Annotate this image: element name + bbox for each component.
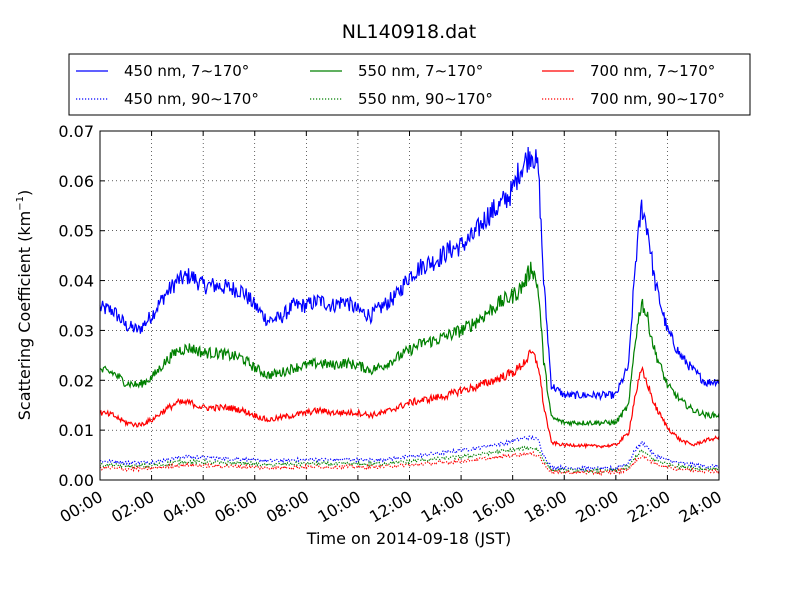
- legend-label: 450 nm, 90∼170°: [124, 90, 259, 108]
- x-tick-label: 22:00: [624, 487, 673, 527]
- x-tick-label: 04:00: [160, 487, 209, 527]
- y-axis-tick-labels: 0.00 0.01 0.02 0.03 0.04 0.05 0.06 0.07: [58, 122, 94, 490]
- series-line: [99, 261, 720, 428]
- series-line: [99, 445, 720, 475]
- y-axis-label-superscript: −1: [15, 196, 26, 211]
- x-tick-label: 00:00: [57, 487, 106, 527]
- legend-frame: [68, 53, 751, 116]
- plot-area: [99, 130, 720, 481]
- y-tick-label: 0.01: [58, 421, 94, 440]
- x-tick-label: 18:00: [521, 487, 570, 527]
- chart-title: NL140918.dat: [342, 21, 477, 43]
- y-tick-label: 0.00: [58, 471, 94, 490]
- x-tick-label: 20:00: [572, 487, 621, 527]
- x-tick-label: 06:00: [211, 487, 260, 527]
- legend-label: 700 nm, 90∼170°: [590, 90, 725, 108]
- x-tick-label: 02:00: [108, 487, 157, 527]
- y-axis-label: Scattering Coefficient (km−1): [15, 190, 34, 421]
- y-tick-label: 0.04: [58, 272, 94, 291]
- y-axis-label-main: Scattering Coefficient (km: [15, 211, 34, 421]
- x-tick-label: 12:00: [366, 487, 415, 527]
- legend-label: 550 nm, 7∼170°: [358, 62, 483, 80]
- x-tick-label: 24:00: [676, 487, 725, 527]
- y-tick-label: 0.05: [58, 222, 94, 241]
- x-tick-label: 08:00: [263, 487, 312, 527]
- x-tick-label: 16:00: [469, 487, 518, 527]
- x-tick-label: 10:00: [314, 487, 363, 527]
- y-tick-label: 0.03: [58, 321, 94, 340]
- series-line: [99, 434, 720, 472]
- y-tick-label: 0.06: [58, 172, 94, 191]
- series-line: [99, 349, 720, 450]
- y-tick-label: 0.02: [58, 371, 94, 390]
- y-axis-label-suffix: ): [15, 190, 34, 196]
- legend-label: 450 nm, 7∼170°: [124, 62, 249, 80]
- legend-label: 550 nm, 90∼170°: [358, 90, 493, 108]
- x-tick-label: 14:00: [418, 487, 467, 527]
- x-axis-label: Time on 2014-09-18 (JST): [306, 529, 511, 548]
- x-axis-tick-labels: 00:00 02:00 04:00 06:00 08:00 10:00 12:00 14:00…: [57, 487, 725, 527]
- y-tick-label: 0.07: [58, 122, 94, 141]
- axis-ticks: [99, 130, 720, 481]
- legend-label: 700 nm, 7∼170°: [590, 62, 715, 80]
- series-lines: [99, 147, 720, 477]
- legend: 450 nm, 7∼170° 450 nm, 90∼170° 550 nm, 7∼1…: [68, 53, 751, 116]
- series-line: [99, 147, 720, 402]
